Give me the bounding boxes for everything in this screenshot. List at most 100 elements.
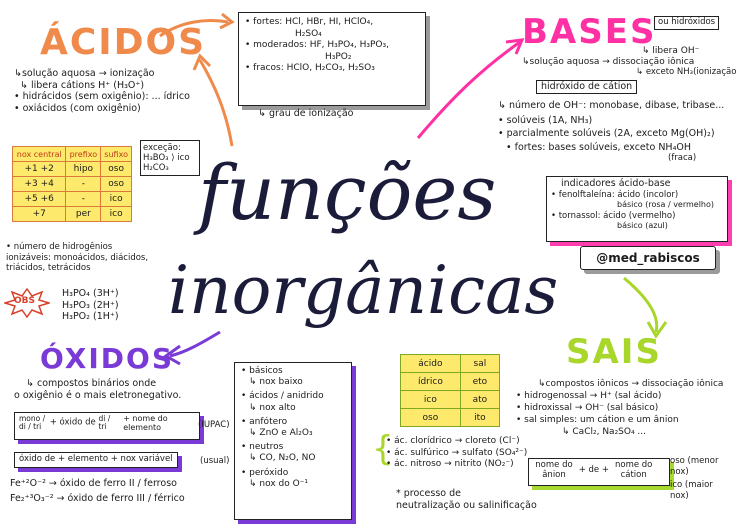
- cell: eto: [459, 372, 501, 391]
- obs-line: H₃PO₃ (2H⁺): [62, 299, 119, 311]
- forca-line: H₂SO₄: [295, 28, 322, 39]
- forca-line: • fortes: HCl, HBr, HI, HClO₄,: [245, 17, 374, 27]
- sais-oso-ico: oso (menor nox) ico (maior nox): [670, 456, 732, 501]
- handle-badge: @med_rabiscos: [580, 246, 716, 270]
- tipo-line: ↳ nox do O⁻¹: [249, 478, 309, 489]
- cell: oso: [400, 408, 461, 427]
- acidos-nox-table-wrap: nox central prefixo sufixo +1 +2 hipo oso +3…: [11, 146, 132, 222]
- oxidos-tipos-box: • básicos ↳ nox baixo • ácidos / anidrid…: [234, 362, 352, 520]
- acidos-nox-table: nox central prefixo sufixo +1 +2 hipo oso +3…: [11, 146, 132, 222]
- cell: hipo: [65, 161, 102, 177]
- oxidos-ferro: Fe⁺²O⁻² → óxido de ferro II / ferroso Fe…: [10, 476, 185, 506]
- tipo-line: • peróxido: [241, 467, 289, 478]
- hidrogenio-line: ionizáveis: monoácidos, diácidos,: [6, 252, 149, 263]
- cell: -: [65, 176, 102, 192]
- sais-nome-box: nome do ânion + de + nome do cátion: [528, 458, 670, 486]
- sais-line: • sal simples: um cátion e um ânion: [516, 415, 679, 425]
- arrow-acidos-forca: [159, 19, 229, 38]
- acidos-line: • oxiácidos (com oxigênio): [14, 102, 141, 114]
- sais-table: ácido sal ídrico eto ico ato oso ito: [400, 354, 501, 427]
- cell: oso: [100, 161, 132, 177]
- bases-indicadores-box: indicadores ácido-base • fenolftaleína: …: [546, 176, 728, 242]
- tipo-line: • neutros: [241, 442, 284, 453]
- iupac-prefix2: di / tri: [98, 414, 111, 431]
- tipo-line: ↳ CO, N₂O, NO: [249, 453, 316, 464]
- processo-line: * processo de: [396, 488, 461, 499]
- sais-line: • hidrogenossal → H⁺ (sal ácido): [516, 391, 662, 401]
- cell: nox central: [11, 146, 67, 162]
- ferro-line: Fe⁺²O⁻² → óxido de ferro II / ferroso: [10, 478, 177, 489]
- acidos-line: ↳ libera cátions H⁺ (H₃O⁺): [20, 79, 145, 91]
- iupac-prefix: mono / di / tri: [19, 414, 46, 431]
- oxidos-iupac-box: mono / di / tri + óxido de di / tri + no…: [14, 412, 200, 440]
- cell: ico: [400, 390, 461, 409]
- exemplo-line: • ác. clorídrico → cloreto (Cl⁻): [386, 436, 520, 446]
- cell: -: [65, 191, 102, 207]
- cell: ico: [100, 191, 132, 207]
- cell: +3 +4: [11, 176, 67, 192]
- sais-exemplos: • ác. clorídrico → cloreto (Cl⁻) • ác. s…: [386, 436, 527, 471]
- oso-line: oso (menor nox): [670, 456, 719, 477]
- cell: +1 +2: [11, 161, 67, 177]
- oxidos-usual-box: óxido de + elemento + nox variável: [14, 452, 178, 468]
- excecao-line: H₃BO₃ ⟩ ico: [143, 153, 190, 163]
- cell: +7: [11, 206, 67, 222]
- cell: ico: [100, 206, 132, 222]
- acidos-line: ↳solução aquosa → ionização: [14, 68, 155, 79]
- nome-de: + de +: [578, 465, 609, 475]
- handle-text: @med_rabiscos: [596, 251, 700, 265]
- acidos-obs: H₃PO₄ (3H⁺) H₃PO₃ (2H⁺) H₃PO₂ (1H⁺): [62, 288, 119, 323]
- cell: per: [65, 206, 102, 222]
- ferro-line: Fe₂⁺³O₃⁻² → óxido de ferro III / férrico: [10, 493, 185, 504]
- indicador-line: básico (azul): [617, 221, 668, 230]
- oxidos-heading: ÓXIDOS: [40, 342, 175, 375]
- indicador-line: • tornassol: ácido (vermelho): [551, 210, 676, 221]
- cell: sufixo: [100, 146, 132, 162]
- acidos-excecao-box: exceção: H₃BO₃ ⟩ ico H₂CO₃: [140, 140, 200, 176]
- nome-anion: nome do ânion: [535, 460, 573, 480]
- cell: ito: [459, 408, 501, 427]
- obs-star-icon: [4, 288, 50, 318]
- iupac-end: + nome do elemento: [123, 414, 168, 432]
- bases-line: ↳ libera OH⁻: [642, 46, 700, 56]
- forca-line: • fracos: HClO, H₂CO₃, H₂SO₃: [245, 63, 375, 73]
- bases-lines: ↳ libera OH⁻ ↳solução aquosa → dissociaç…: [522, 46, 736, 78]
- tipo-line: • anfótero: [241, 416, 288, 427]
- bases-prop: ↳ número de OH⁻: monobase, dibase, triba…: [498, 100, 725, 111]
- excecao-line: H₂CO₃: [143, 163, 169, 173]
- arrow-sais-title: [623, 276, 659, 333]
- obs-line: H₃PO₄ (3H⁺): [62, 288, 119, 299]
- arrow-acidos-title: [198, 59, 234, 147]
- nome-cation: nome do cátion: [614, 460, 653, 480]
- bases-prop: • parcialmente solúveis (2A, exceto Mg(O…: [498, 128, 715, 139]
- sais-line: ↳compostos iônicos → dissociação iônica: [538, 379, 724, 389]
- exemplo-line: • ác. sulfúrico → sulfato (SO₄²⁻): [386, 447, 528, 458]
- obs-label: OBS: [14, 296, 35, 306]
- bases-prop: • solúveis (1A, NH₃): [498, 114, 593, 126]
- bases-prop: (fraca): [668, 153, 697, 163]
- hidrogenio-line: • número de hidrogênios: [6, 242, 113, 252]
- sais-line: ↳ CaCl₂, Na₂SO₄ ...: [562, 427, 647, 437]
- forca-line: • moderados: HF, H₃PO₄, H₃PO₃,: [245, 40, 389, 50]
- cell: oso: [100, 176, 132, 192]
- sais-line: • hidroxissal → OH⁻ (sal básico): [516, 403, 659, 413]
- sais-table-wrap: ácido sal ídrico eto ico ato oso ito: [400, 354, 501, 427]
- usual-tag: (usual): [200, 456, 230, 466]
- acidos-line: • hidrácidos (sem oxigênio): ... ídrico: [14, 91, 190, 102]
- sais-processo: * processo de neutralização ou salinific…: [396, 488, 537, 511]
- processo-line: neutralização ou salinificação: [396, 499, 537, 511]
- acidos-hidrogenios: • número de hidrogênios ionizáveis: mono…: [6, 242, 148, 274]
- bases-line: ↳solução aquosa → dissociação iônica: [522, 56, 695, 67]
- ico-line: ico (maior nox): [670, 480, 713, 501]
- iupac-mid: + óxido de: [49, 417, 96, 428]
- tipo-line: ↳ ZnO e Al₂O₃: [249, 428, 313, 439]
- oxidos-line: o oxigênio é o mais eletronegativo.: [14, 389, 182, 401]
- acidos-grau: ↳ grau de ionização: [258, 108, 354, 119]
- tipo-line: • ácidos / anidrido: [241, 391, 324, 402]
- acidos-forca-box: • fortes: HCl, HBr, HI, HClO₄, H₂SO₄ • m…: [238, 12, 426, 106]
- bases-props: ↳ número de OH⁻: monobase, dibase, triba…: [498, 100, 724, 165]
- arrow-bases-title: [416, 40, 521, 139]
- cell: ácido: [400, 354, 461, 373]
- oxidos-lines: ↳ compostos binários onde o oxigênio é o…: [14, 378, 181, 401]
